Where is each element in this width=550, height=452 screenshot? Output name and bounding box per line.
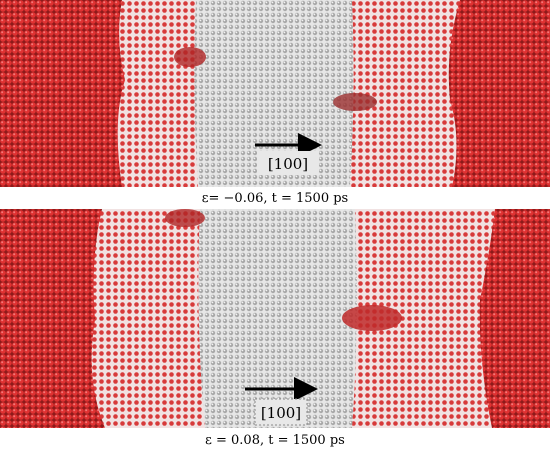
cluster	[342, 305, 402, 331]
label-box	[257, 151, 319, 175]
direction-label: [100]	[261, 404, 301, 422]
panel-1: [100]	[0, 0, 550, 187]
label-box	[254, 398, 308, 426]
red-region	[0, 0, 125, 187]
cluster	[333, 93, 377, 111]
caption: ε= −0.06, t = 1500 ps	[202, 191, 348, 206]
red-region	[448, 0, 550, 187]
gray-region	[198, 209, 357, 428]
cluster	[174, 47, 206, 67]
direction-label: [100]	[268, 155, 308, 173]
red-region	[0, 209, 105, 428]
panel-2: [100]	[0, 209, 550, 428]
caption: ε = 0.08, t = 1500 ps	[205, 433, 345, 448]
cluster	[165, 209, 205, 227]
red-region	[479, 209, 550, 428]
